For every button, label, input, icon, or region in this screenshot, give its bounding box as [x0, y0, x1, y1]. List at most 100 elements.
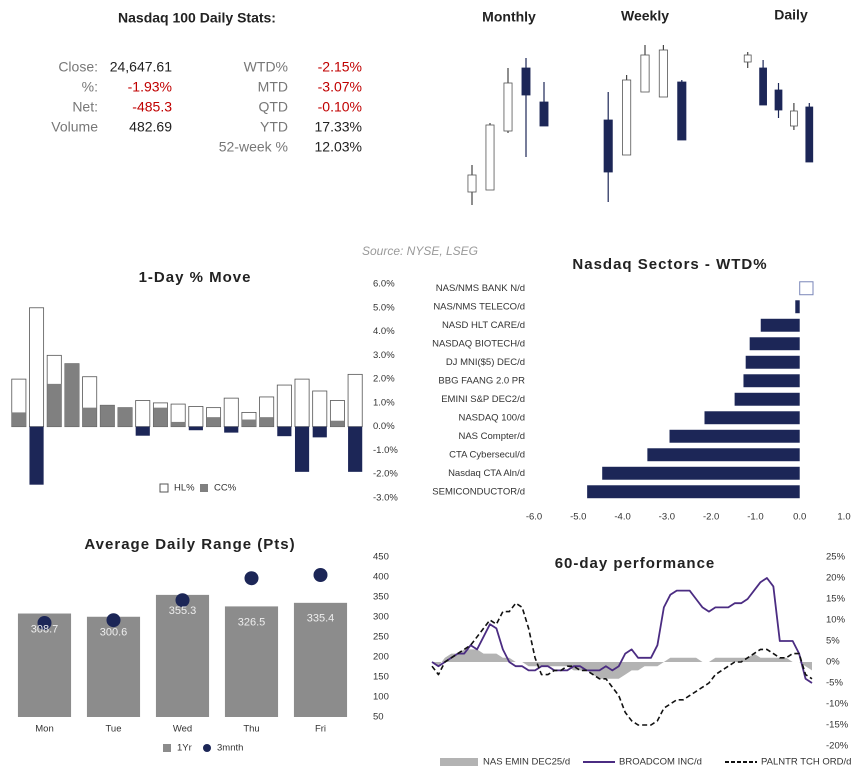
- legend-label: 3mnth: [217, 743, 243, 754]
- stat-label: Volume: [51, 119, 98, 135]
- bar: [86, 616, 141, 717]
- area: [432, 649, 812, 679]
- y-tick-label: 350: [373, 592, 389, 603]
- y-tick-label: 6.0%: [373, 279, 395, 290]
- stat-value: -0.10%: [318, 99, 362, 115]
- bar: [224, 606, 279, 717]
- candle-body: [521, 67, 531, 96]
- bar: [135, 426, 150, 436]
- y-tick-label: -3.0%: [373, 493, 398, 504]
- stat-value: -485.3: [132, 99, 172, 115]
- y-tick-label: 15%: [826, 594, 846, 605]
- bar: [312, 426, 327, 438]
- y-tick-label: -5%: [826, 678, 843, 689]
- bar: [293, 602, 348, 717]
- x-tick-label: Mon: [35, 724, 53, 735]
- candle-body: [790, 110, 798, 127]
- y-tick-label: 5%: [826, 636, 840, 647]
- y-tick-label: -15%: [826, 720, 849, 731]
- x-tick-label: -4.0: [614, 512, 630, 523]
- bar: [171, 421, 186, 427]
- candle-body: [603, 119, 613, 173]
- line: [431, 577, 813, 684]
- y-tick-label: 100: [373, 692, 389, 703]
- bar: [745, 355, 800, 369]
- bar: [294, 426, 310, 472]
- data-label: 326.5: [238, 616, 266, 628]
- chart-title: Weekly: [621, 8, 669, 24]
- y-tick-label: 150: [373, 672, 389, 683]
- candle-body: [503, 82, 513, 132]
- chart-title: Daily: [774, 7, 808, 23]
- y-tick-label: 450: [373, 552, 389, 563]
- y-tick-label: 400: [373, 572, 389, 583]
- category-label: NASDAQ 100/d: [458, 412, 525, 423]
- y-tick-label: 1.0%: [373, 397, 395, 408]
- bar: [259, 417, 274, 427]
- dot: [37, 616, 52, 630]
- legend-swatch: [159, 483, 169, 493]
- stat-value: -2.15%: [318, 59, 362, 75]
- category-label: NAS/NMS BANK N/d: [436, 283, 525, 294]
- candle-body: [539, 101, 549, 127]
- category-label: NASDAQ BIOTECH/d: [432, 338, 525, 349]
- category-label: CTA Cybersecul/d: [449, 449, 525, 460]
- chart-title: 60-day performance: [555, 555, 716, 572]
- bar: [734, 392, 800, 406]
- y-tick-label: 300: [373, 612, 389, 623]
- bar: [799, 281, 814, 296]
- y-tick-label: 250: [373, 632, 389, 643]
- stat-label: 52-week %: [219, 139, 288, 155]
- candle-body: [467, 174, 477, 193]
- legend-swatch: [203, 744, 211, 752]
- dot: [175, 593, 190, 608]
- bar: [669, 429, 800, 443]
- source-note: Source: NYSE, LSEG: [362, 244, 478, 258]
- candle-body: [658, 49, 668, 98]
- candle-body: [640, 54, 650, 93]
- bar: [29, 426, 44, 485]
- bar: [170, 403, 186, 428]
- dot: [106, 613, 121, 628]
- data-label: 355.3: [169, 605, 197, 617]
- category-label: DJ MNI($5) DEC/d: [446, 357, 525, 368]
- bar: [795, 300, 800, 314]
- bar: [223, 397, 239, 428]
- bar: [347, 373, 363, 428]
- bar: [277, 426, 292, 437]
- category-label: EMINI S&P DEC2/d: [441, 394, 525, 405]
- y-tick-label: 25%: [826, 552, 846, 563]
- stats-title: Nasdaq 100 Daily Stats:: [118, 10, 276, 26]
- bar: [704, 411, 800, 425]
- category-label: BBG FAANG 2.0 PR: [438, 375, 525, 386]
- bar: [294, 378, 310, 428]
- stat-label: YTD: [260, 119, 288, 135]
- x-tick-label: Fri: [315, 724, 326, 735]
- x-tick-label: -3.0: [659, 512, 675, 523]
- stat-value: 12.03%: [315, 139, 362, 155]
- y-tick-label: -10%: [826, 699, 849, 710]
- legend-label: CC%: [214, 483, 237, 494]
- y-tick-label: 3.0%: [373, 350, 395, 361]
- dot: [244, 571, 259, 586]
- bar: [47, 383, 62, 427]
- bar: [241, 419, 257, 427]
- chart-title: Average Daily Range (Pts): [84, 536, 295, 553]
- bar: [117, 407, 133, 427]
- y-tick-label: 0%: [826, 657, 840, 668]
- bar: [760, 318, 800, 332]
- data-label: 308.7: [31, 623, 59, 635]
- bar: [155, 594, 210, 717]
- y-tick-label: 5.0%: [373, 302, 395, 313]
- dot: [313, 568, 328, 582]
- x-tick-label: 0.0: [793, 512, 806, 523]
- candle-body: [677, 81, 687, 141]
- x-tick-label: Thu: [243, 724, 259, 735]
- y-tick-label: 200: [373, 652, 389, 663]
- bar: [224, 426, 239, 433]
- chart-title: Nasdaq Sectors - WTD%: [572, 256, 767, 273]
- x-tick-label: 1.0: [837, 512, 850, 523]
- line: [431, 602, 813, 726]
